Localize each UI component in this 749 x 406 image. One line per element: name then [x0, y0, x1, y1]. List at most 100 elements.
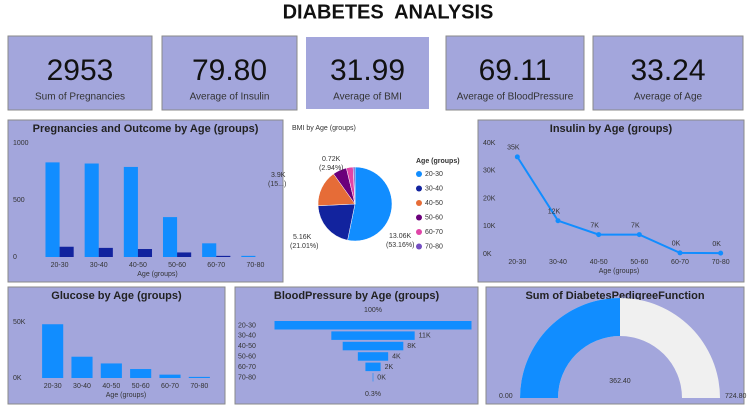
- category-label: 70-80: [238, 374, 256, 381]
- pie-slice: [317, 203, 356, 241]
- legend-swatch: [416, 229, 422, 235]
- funnel-bottom-label: 0.3%: [365, 391, 381, 398]
- data-label-percent: (2.94%): [319, 165, 344, 172]
- data-label: 0K: [712, 241, 721, 248]
- kpi-card: [7, 35, 153, 111]
- data-label-percent: (53.16%): [386, 242, 414, 249]
- kpi-card: [304, 35, 431, 111]
- funnel-bar: [357, 352, 389, 361]
- funnel-top-label: 100%: [364, 307, 382, 314]
- x-tick-label: 40-50: [102, 383, 120, 390]
- x-axis-title: Age (groups): [106, 392, 146, 399]
- y-tick-label: 20K: [483, 195, 496, 202]
- funnel-bar: [372, 373, 374, 382]
- y-tick-label: 0K: [13, 375, 22, 382]
- x-tick-label: 20-30: [51, 262, 69, 269]
- x-tick-label: 30-40: [73, 383, 91, 390]
- line-point: [718, 250, 724, 256]
- line: [516, 156, 721, 255]
- chart-title: Insulin by Age (groups): [550, 123, 673, 135]
- line-point: [555, 218, 561, 224]
- legend-label: 50-60: [425, 214, 443, 221]
- bar: [59, 246, 74, 257]
- kpi-label: Average of Insulin: [190, 92, 270, 103]
- data-label: 0K: [672, 241, 681, 248]
- kpi-value: 31.99: [330, 54, 405, 87]
- data-label: 13.06K: [389, 233, 412, 240]
- kpi-value: 69.11: [479, 54, 552, 87]
- data-label: 7K: [631, 222, 640, 229]
- data-label: 11K: [419, 333, 431, 340]
- kpi-value: 79.80: [192, 54, 267, 87]
- line-point: [636, 232, 642, 238]
- category-label: 20-30: [238, 322, 256, 329]
- y-tick-label: 0: [13, 254, 17, 261]
- bar: [137, 249, 153, 257]
- kpi-label: Average of Age: [634, 92, 703, 103]
- x-axis-title: Age (groups): [137, 271, 177, 278]
- category-label: 30-40: [238, 333, 256, 340]
- bar: [159, 374, 181, 378]
- bar: [71, 356, 93, 378]
- kpi-label: Average of BMI: [333, 92, 402, 103]
- funnel-bar: [274, 321, 472, 330]
- kpi-card: [592, 35, 744, 111]
- chart-title: Pregnancies and Outcome by Age (groups): [33, 123, 259, 135]
- y-tick-label: 500: [13, 197, 25, 204]
- kpi-value: 33.24: [630, 54, 705, 87]
- chart-title: BloodPressure by Age (groups): [274, 290, 440, 302]
- category-label: 60-70: [238, 364, 256, 371]
- bar: [45, 162, 60, 257]
- x-tick-label: 20-30: [508, 259, 526, 266]
- kpi-label: Average of BloodPressure: [457, 92, 574, 103]
- x-tick-label: 60-70: [207, 262, 225, 269]
- x-tick-label: 70-80: [712, 259, 730, 266]
- funnel-bar: [331, 331, 415, 340]
- data-label: 0.72K: [322, 156, 341, 163]
- bar: [177, 252, 192, 257]
- line-point: [596, 232, 602, 238]
- gauge-tick-label: 724.80: [725, 393, 747, 400]
- kpi-card: [445, 35, 585, 111]
- data-label: 8K: [407, 343, 416, 350]
- data-label: 0K: [377, 374, 386, 381]
- kpi-value: 2953: [47, 54, 114, 87]
- x-tick-label: 30-40: [90, 262, 108, 269]
- data-label: 7K: [590, 222, 599, 229]
- bar: [98, 247, 113, 257]
- y-tick-label: 0K: [483, 251, 492, 258]
- y-tick-label: 30K: [483, 168, 496, 175]
- kpi-label: Sum of Pregnancies: [35, 92, 125, 103]
- page-title: DIABETES ANALYSIS: [283, 1, 494, 23]
- bar: [202, 243, 217, 257]
- legend-title: Age (groups): [416, 158, 460, 165]
- y-tick-label: 40K: [483, 140, 496, 147]
- legend-swatch: [416, 200, 422, 206]
- x-tick-label: 70-80: [246, 262, 264, 269]
- bar: [100, 363, 122, 378]
- data-label: 35K: [507, 145, 520, 152]
- legend-swatch: [416, 171, 422, 177]
- chart-title: Glucose by Age (groups): [51, 290, 182, 302]
- y-tick-label: 10K: [483, 223, 496, 230]
- x-tick-label: 40-50: [590, 259, 608, 266]
- legend-swatch: [416, 185, 422, 192]
- legend-label: 40-50: [425, 200, 443, 207]
- x-tick-label: 20-30: [44, 383, 62, 390]
- x-tick-label: 50-60: [630, 259, 648, 266]
- line-point: [677, 250, 683, 256]
- pie-slice: [347, 166, 393, 242]
- data-label-percent: (21.01%): [290, 243, 318, 250]
- y-tick-label: 50K: [13, 319, 26, 326]
- legend-swatch: [416, 214, 422, 221]
- legend-label: 60-70: [425, 229, 443, 236]
- x-tick-label: 70-80: [190, 383, 208, 390]
- bar: [123, 166, 138, 257]
- kpi-card: [161, 35, 298, 111]
- legend-label: 70-80: [425, 243, 443, 250]
- bar: [162, 217, 178, 257]
- data-label: 3.9K: [271, 172, 286, 179]
- gauge-fill: [520, 298, 620, 398]
- category-label: 50-60: [238, 354, 256, 361]
